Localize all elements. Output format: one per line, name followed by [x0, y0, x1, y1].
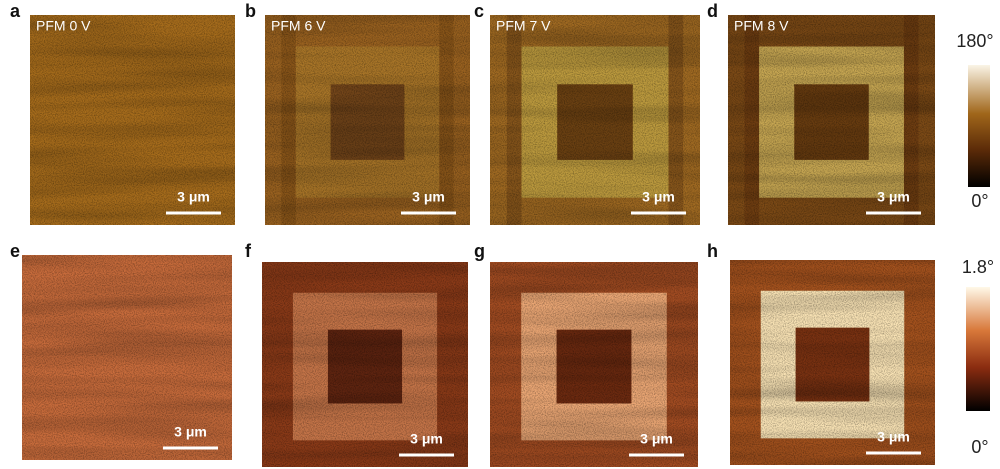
texture — [490, 15, 700, 225]
colorbar-max: 180° — [956, 31, 993, 51]
panel-letter: c — [474, 1, 484, 21]
colorbar-min: 0° — [971, 191, 988, 211]
texture — [730, 260, 935, 465]
scale-bar-label: 3 μm — [177, 189, 210, 205]
panel-letter: d — [707, 1, 718, 21]
panel-label: PFM 7 V — [496, 18, 551, 34]
panel-letter: b — [245, 1, 256, 21]
scale-bar-label: 3 μm — [412, 189, 445, 205]
scale-bar-label: 3 μm — [410, 431, 443, 447]
scale-bar-label: 3 μm — [174, 424, 207, 440]
panel-letter: e — [10, 241, 20, 261]
scale-bar-label: 3 μm — [640, 431, 673, 447]
panel-label: PFM 0 V — [36, 18, 91, 34]
panel-letter: g — [474, 241, 485, 261]
colorbar — [966, 287, 990, 411]
texture — [262, 262, 468, 467]
texture — [265, 15, 470, 225]
panel-label: PFM 8 V — [734, 18, 789, 34]
texture — [22, 255, 232, 460]
panel-letter: h — [707, 241, 718, 261]
scale-bar-label: 3 μm — [877, 189, 910, 205]
texture — [490, 262, 698, 467]
colorbar-max: 1.8° — [962, 257, 994, 277]
scale-bar-label: 3 μm — [877, 429, 910, 445]
panel-letter: f — [245, 241, 252, 261]
texture — [728, 15, 935, 225]
texture — [30, 15, 235, 225]
colorbar — [968, 65, 990, 187]
panel-label: PFM 6 V — [271, 18, 326, 34]
panel-letter: a — [10, 1, 21, 21]
scale-bar-label: 3 μm — [642, 189, 675, 205]
colorbar-min: 0° — [971, 437, 988, 457]
